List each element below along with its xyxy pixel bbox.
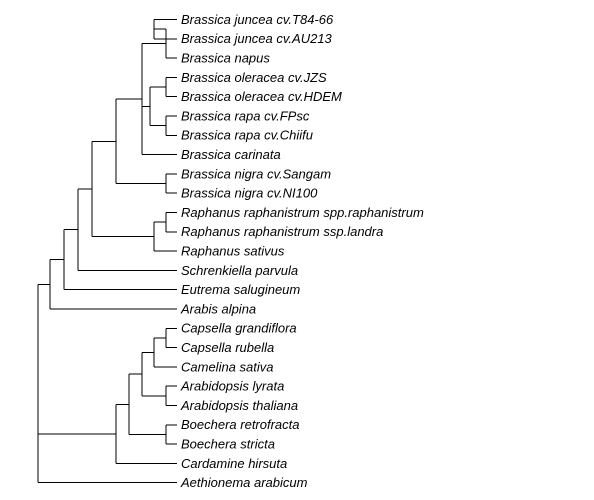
taxon-label: Boechera stricta — [181, 437, 275, 452]
taxon-labels: Brassica juncea cv.T84-66 Brassica juncea… — [180, 12, 424, 490]
taxon-label: Brassica juncea cv.AU213 — [181, 31, 333, 46]
taxon-label: Raphanus raphanistrum spp.raphanistrum — [181, 205, 424, 220]
taxon-label: Brassica oleracea cv.JZS — [181, 70, 327, 85]
taxon-label: Boechera retrofracta — [181, 417, 300, 432]
taxon-label: Arabidopsis thaliana — [180, 398, 298, 413]
taxon-label: Eutrema salugineum — [181, 282, 300, 297]
taxon-label: Arabidopsis lyrata — [180, 379, 284, 394]
taxon-label: Capsella rubella — [181, 340, 274, 355]
taxon-label: Brassica rapa cv.FPsc — [181, 108, 310, 123]
taxon-label: Raphanus sativus — [181, 244, 285, 259]
taxon-label: Brassica nigra cv.Sangam — [181, 166, 331, 181]
taxon-label: Brassica carinata — [181, 147, 281, 162]
taxon-label: Brassica oleracea cv.HDEM — [181, 89, 342, 104]
tree-branches — [37, 19, 177, 484]
taxon-label: Raphanus raphanistrum ssp.landra — [181, 224, 383, 239]
taxon-label: Aethionema arabicum — [180, 475, 308, 490]
taxon-label: Arabis alpina — [180, 301, 256, 316]
taxon-label: Brassica rapa cv.Chiifu — [181, 128, 313, 143]
taxon-label: Camelina sativa — [181, 359, 274, 374]
taxon-label: Brassica napus — [181, 51, 270, 66]
taxon-label: Schrenkiella parvula — [181, 263, 298, 278]
taxon-label: Cardamine hirsuta — [181, 456, 287, 471]
taxon-label: Capsella grandiflora — [181, 321, 297, 336]
taxon-label: Brassica nigra cv.NI100 — [181, 186, 318, 201]
taxon-label: Brassica juncea cv.T84-66 — [181, 12, 334, 27]
